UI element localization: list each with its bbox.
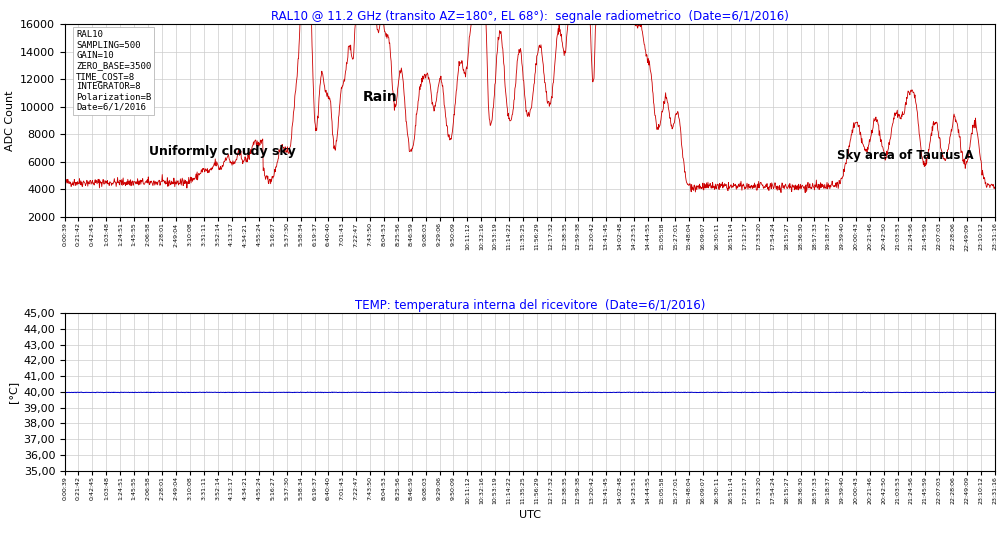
Y-axis label: [°C]: [°C] xyxy=(8,381,18,403)
Text: Rain: Rain xyxy=(363,90,397,104)
Text: Uniformly cloudy sky: Uniformly cloudy sky xyxy=(149,146,295,159)
Title: TEMP: temperatura interna del ricevitore  (Date=6/1/2016): TEMP: temperatura interna del ricevitore… xyxy=(355,299,705,312)
Text: RAL10
SAMPLING=500
GAIN=10
ZERO_BASE=3500
TIME_COST=8
INTEGRATOR=8
Polarization=: RAL10 SAMPLING=500 GAIN=10 ZERO_BASE=350… xyxy=(76,30,151,112)
X-axis label: UTC: UTC xyxy=(519,510,541,520)
Text: Sky area of Taurus A: Sky area of Taurus A xyxy=(837,149,974,162)
Y-axis label: ADC Count: ADC Count xyxy=(5,90,15,151)
Title: RAL10 @ 11.2 GHz (transito AZ=180°, EL 68°):  segnale radiometrico  (Date=6/1/20: RAL10 @ 11.2 GHz (transito AZ=180°, EL 6… xyxy=(271,10,789,23)
